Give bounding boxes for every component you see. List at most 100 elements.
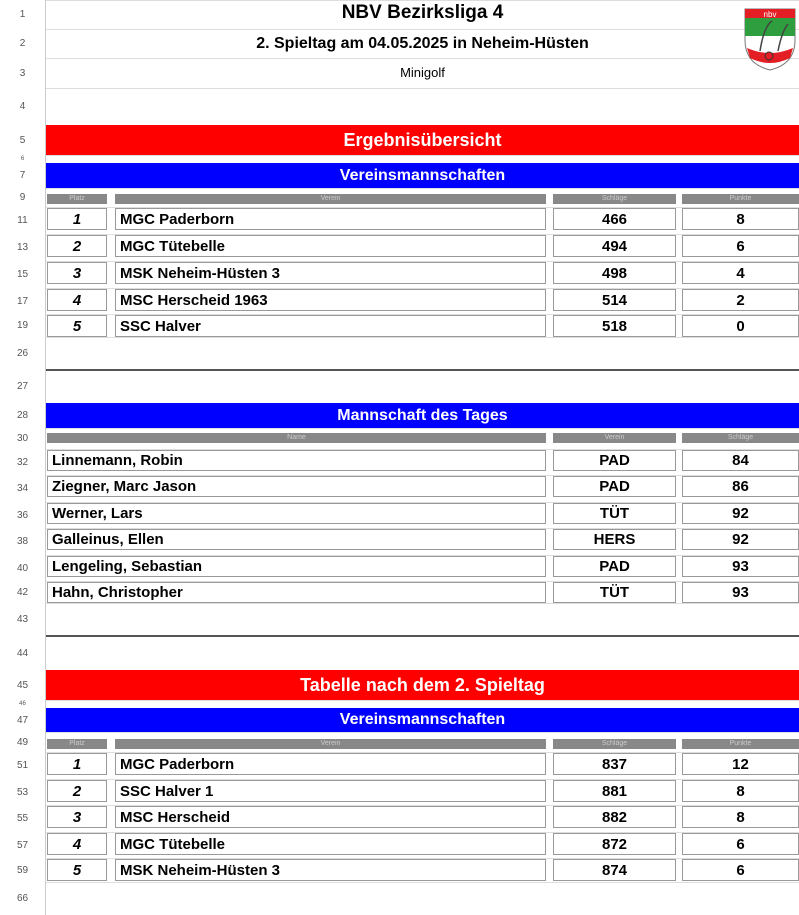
nbv-logo: nbv <box>744 8 796 71</box>
row-header[interactable]: 44 <box>0 636 46 670</box>
table-cell: MGC Tütebelle <box>115 235 546 257</box>
row-header[interactable]: 27 <box>0 370 46 403</box>
table-cell: 3 <box>47 262 107 284</box>
gridline <box>46 528 799 529</box>
gridline <box>46 752 799 753</box>
gridline <box>46 58 799 59</box>
row-header[interactable]: 2 <box>0 29 46 58</box>
table-cell: SSC Halver <box>115 315 546 337</box>
gridline <box>46 314 799 315</box>
row-header[interactable]: 7 <box>0 163 46 188</box>
table-cell: MSC Herscheid <box>115 806 546 828</box>
row-header[interactable]: 55 <box>0 805 46 832</box>
row-header[interactable]: 19 <box>0 314 46 337</box>
row-header[interactable]: 32 <box>0 449 46 475</box>
table-cell: 2 <box>47 780 107 802</box>
table-cell: Lengeling, Sebastian <box>47 556 546 577</box>
table-cell: Hahn, Christopher <box>47 582 546 603</box>
row-header[interactable]: 51 <box>0 752 46 779</box>
table-cell: 92 <box>682 529 799 550</box>
divider <box>46 635 799 637</box>
table-cell: TÜT <box>553 582 676 603</box>
gridline <box>46 207 799 208</box>
table-cell: Werner, Lars <box>47 503 546 524</box>
row-header[interactable]: 9 <box>0 188 46 207</box>
gridline <box>46 29 799 30</box>
row-header[interactable]: 45 <box>0 670 46 700</box>
gridline <box>46 700 799 701</box>
gridline <box>46 428 799 429</box>
table-cell: 93 <box>682 556 799 577</box>
page-title: NBV Bezirksliga 4 <box>341 2 504 23</box>
table-cell: 6 <box>682 833 799 855</box>
row-header[interactable]: 59 <box>0 858 46 882</box>
gridline <box>46 288 799 289</box>
table-cell: PAD <box>553 476 676 497</box>
table-cell: Linnemann, Robin <box>47 450 546 471</box>
row-header[interactable]: 53 <box>0 779 46 805</box>
sport-label: Minigolf <box>400 65 445 80</box>
table-cell: HERS <box>553 529 676 550</box>
row-header[interactable]: 1 <box>0 0 46 29</box>
gridline <box>46 581 799 582</box>
column-header: Verein <box>115 194 546 204</box>
table-cell: Galleinus, Ellen <box>47 529 546 550</box>
row-header[interactable]: 42 <box>0 581 46 603</box>
row-header[interactable]: 17 <box>0 288 46 314</box>
row-header[interactable]: 47 <box>0 708 46 732</box>
table-cell: 514 <box>553 289 676 311</box>
gridline <box>46 805 799 806</box>
table-cell: 1 <box>47 208 107 230</box>
row-header[interactable]: 28 <box>0 403 46 428</box>
gridline <box>46 732 799 733</box>
table-cell: PAD <box>553 450 676 471</box>
row-header[interactable]: 13 <box>0 234 46 261</box>
row-header[interactable]: 36 <box>0 502 46 528</box>
row-header[interactable]: 4 <box>0 88 46 125</box>
table-cell: MGC Paderborn <box>115 208 546 230</box>
row-header[interactable]: 3 <box>0 58 46 88</box>
column-header: Punkte <box>682 739 799 749</box>
row-header[interactable]: 40 <box>0 555 46 581</box>
row-header[interactable]: 46 <box>0 700 46 708</box>
page-subtitle: 2. Spieltag am 04.05.2025 in Neheim-Hüst… <box>256 35 589 52</box>
table-cell: TÜT <box>553 503 676 524</box>
table-cell: MGC Paderborn <box>115 753 546 775</box>
table-cell: 5 <box>47 859 107 881</box>
row-header[interactable]: 5 <box>0 125 46 155</box>
table-cell: 3 <box>47 806 107 828</box>
table-cell: 1 <box>47 753 107 775</box>
row-header[interactable]: 34 <box>0 475 46 502</box>
gridline <box>46 555 799 556</box>
row-header[interactable]: 11 <box>0 207 46 234</box>
table-cell: 12 <box>682 753 799 775</box>
table-cell: 4 <box>47 289 107 311</box>
row-header[interactable]: 49 <box>0 732 46 752</box>
table-cell: 92 <box>682 503 799 524</box>
row-header[interactable]: 6 <box>0 155 46 163</box>
table-cell: MSK Neheim-Hüsten 3 <box>115 859 546 881</box>
table-cell: 518 <box>553 315 676 337</box>
gridline <box>46 188 799 189</box>
table-cell: Ziegner, Marc Jason <box>47 476 546 497</box>
row-header[interactable]: 66 <box>0 882 46 915</box>
column-header: Punkte <box>682 194 799 204</box>
row-header[interactable]: 26 <box>0 337 46 370</box>
column-header: Schläge <box>553 194 676 204</box>
row-header[interactable]: 15 <box>0 261 46 288</box>
section-title-results: Ergebnisübersicht <box>46 125 799 155</box>
table-cell: 4 <box>47 833 107 855</box>
gridline <box>46 0 799 1</box>
gridline <box>46 234 799 235</box>
svg-text:nbv: nbv <box>764 10 777 19</box>
row-header[interactable]: 30 <box>0 428 46 449</box>
table-cell: 494 <box>553 235 676 257</box>
row-header[interactable]: 38 <box>0 528 46 555</box>
table-cell: 8 <box>682 780 799 802</box>
table-cell: 5 <box>47 315 107 337</box>
section-subtitle-clubs-standings: Vereinsmannschaften <box>46 708 799 732</box>
row-header[interactable]: 57 <box>0 832 46 858</box>
table-cell: 8 <box>682 806 799 828</box>
row-header[interactable]: 43 <box>0 603 46 636</box>
table-cell: SSC Halver 1 <box>115 780 546 802</box>
